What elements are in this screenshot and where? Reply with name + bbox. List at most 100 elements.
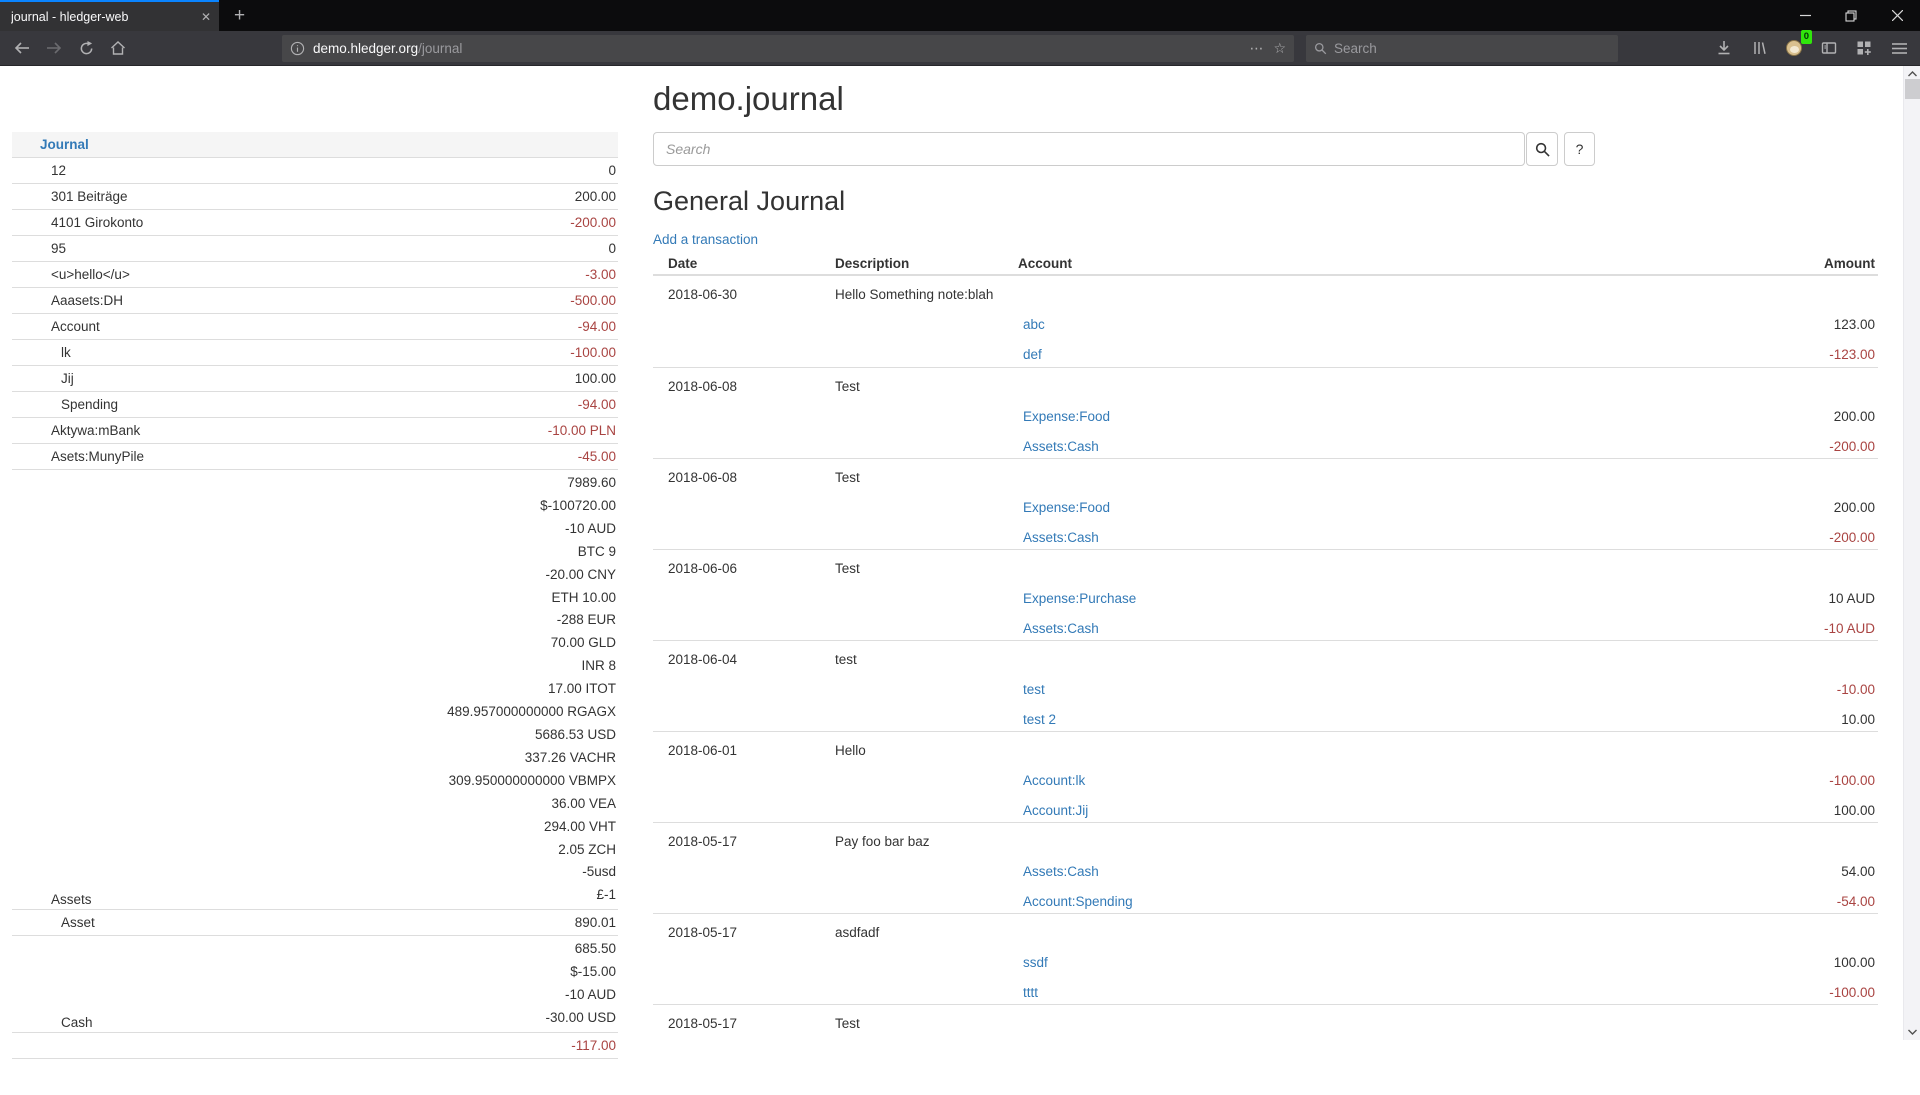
sidebar-account-link[interactable]: Spending: [61, 397, 119, 412]
sidebar-account-link[interactable]: 4101 Girokonto: [51, 215, 144, 230]
sidebar-account-link[interactable]: Asets:MunyPile: [51, 449, 145, 464]
posting-account-link[interactable]: Assets:Cash: [1023, 530, 1099, 545]
journal-search-input[interactable]: [653, 132, 1525, 166]
transaction-title-line: 2018-06-04 test: [653, 650, 1878, 670]
sidebar-account-row[interactable]: 95 0: [12, 236, 618, 262]
sidebar-journal-link[interactable]: Journal: [12, 132, 618, 158]
window-minimize-button[interactable]: [1782, 0, 1828, 31]
scrollbar-thumb[interactable]: [1905, 79, 1920, 99]
posting-account-link[interactable]: tttt: [1023, 985, 1039, 1000]
url-bar[interactable]: demo.hledger.org/journal ⋯ ☆: [282, 34, 1294, 62]
sidebar-account-link[interactable]: Assets: [51, 892, 92, 908]
posting-account-link[interactable]: Account:Jij: [1023, 803, 1089, 818]
posting-line: Assets:Cash -10 AUD: [653, 619, 1878, 639]
account-balance: -500.00: [570, 293, 616, 308]
posting-account-link[interactable]: test: [1023, 682, 1045, 697]
posting-account-link[interactable]: test 2: [1023, 712, 1057, 727]
transaction-row[interactable]: 2018-06-08 Test Expense:Food 200.00 Assets:C…: [653, 458, 1878, 549]
posting-account-link[interactable]: Account:Spending: [1023, 894, 1133, 909]
sidebar-account-link[interactable]: Aktywa:mBank: [51, 423, 141, 438]
posting-amount: 10.00: [1841, 712, 1875, 727]
account-balance: 5686.53 USD: [534, 726, 616, 742]
posting-account-link[interactable]: Expense:Purchase: [1023, 591, 1137, 606]
sidebar-account-row[interactable]: 12 0: [12, 158, 618, 184]
greasemonkey-extension-icon[interactable]: 0: [1781, 30, 1812, 62]
page-actions-icon[interactable]: ⋯: [1249, 39, 1264, 56]
account-balance: 70.00 GLD: [550, 635, 616, 651]
posting-account-link[interactable]: Account:lk: [1023, 773, 1086, 788]
sidebar-account-link[interactable]: 301 Beiträge: [51, 189, 128, 204]
sidebar-account-row[interactable]: Asets:MunyPile -45.00: [12, 444, 618, 470]
posting-account-link[interactable]: Assets:Cash: [1023, 621, 1099, 636]
posting-account-link[interactable]: Expense:Food: [1023, 409, 1111, 424]
browser-search-field[interactable]: Search: [1306, 34, 1618, 62]
site-info-icon[interactable]: [290, 41, 305, 56]
transaction-row[interactable]: 2018-06-01 Hello Account:lk -100.00 Account:…: [653, 731, 1878, 822]
sidebar-account-link[interactable]: lk: [61, 345, 71, 360]
sidebar-account-row[interactable]: 4101 Girokonto -200.00: [12, 210, 618, 236]
add-transaction-link[interactable]: Add a transaction: [653, 232, 759, 247]
sidebar-account-link[interactable]: Aaasets:DH: [51, 293, 124, 308]
sidebar-account-row[interactable]: Spending -94.00: [12, 392, 618, 418]
transaction-row[interactable]: 2018-06-08 Test Expense:Food 200.00 Assets:C…: [653, 367, 1878, 458]
posting-account-link[interactable]: Assets:Cash: [1023, 864, 1099, 879]
magnifier-icon: [1535, 142, 1550, 157]
sidebar-account-row[interactable]: Account -94.00: [12, 314, 618, 340]
sidebar-account-row[interactable]: lk -100.00: [12, 340, 618, 366]
back-button[interactable]: [8, 34, 36, 62]
transaction-row[interactable]: 2018-06-04 test test -10.00 test 2 10.00: [653, 640, 1878, 731]
bookmark-star-icon[interactable]: ☆: [1273, 39, 1286, 56]
column-header-account: Account: [1018, 256, 1072, 271]
tab-close-icon[interactable]: ✕: [200, 9, 211, 24]
posting-account-link[interactable]: Assets:Cash: [1023, 439, 1099, 454]
home-button[interactable]: [104, 34, 132, 62]
scroll-down-arrow[interactable]: [1904, 1024, 1920, 1040]
sidebar-account-row[interactable]: Asset 890.01: [12, 910, 618, 937]
sidebar-account-link[interactable]: Jij: [61, 371, 74, 386]
sidebar-account-link[interactable]: Cash: [61, 1014, 93, 1030]
posting-amount: -123.00: [1829, 347, 1875, 362]
posting-account-link[interactable]: def: [1023, 347, 1042, 362]
posting-account-link[interactable]: abc: [1023, 317, 1045, 332]
account-balance: BTC 9: [577, 543, 616, 559]
transaction-row[interactable]: 2018-06-30 Hello Something note:blah abc 12…: [653, 276, 1878, 367]
library-icon[interactable]: [1746, 34, 1772, 62]
sidebar-account-link[interactable]: Account: [51, 319, 100, 334]
posting-line: abc 123.00: [653, 315, 1878, 335]
transaction-row[interactable]: 2018-05-17 Test: [653, 1004, 1878, 1095]
window-restore-button[interactable]: [1828, 0, 1874, 31]
search-help-button[interactable]: ?: [1564, 132, 1595, 166]
page-scrollbar[interactable]: [1903, 66, 1920, 1040]
sidebars-icon[interactable]: [1816, 34, 1842, 62]
sidebar-account-row[interactable]: Aktywa:mBank -10.00 PLN: [12, 418, 618, 444]
posting-account-link[interactable]: Expense:Food: [1023, 500, 1111, 515]
account-balance: -288 EUR: [556, 612, 616, 628]
sidebar-account-row[interactable]: 301 Beiträge 200.00: [12, 184, 618, 210]
sidebar-account-row[interactable]: Assets 7989.60 $-100720.00 -10 AUD BTC 9 -20.…: [12, 470, 618, 911]
sidebar-account-row[interactable]: Jij 100.00: [12, 366, 618, 392]
forward-button[interactable]: [40, 34, 68, 62]
transaction-row[interactable]: 2018-05-17 asdfadf ssdf 100.00 tttt -100.00: [653, 913, 1878, 1004]
transaction-row[interactable]: 2018-06-06 Test Expense:Purchase 10 AUD Asse…: [653, 549, 1878, 640]
sidebar-account-row[interactable]: Aaasets:DH -500.00: [12, 288, 618, 314]
transaction-description: Test: [835, 1016, 860, 1031]
menu-hamburger-icon[interactable]: [1886, 34, 1912, 62]
sidebar-account-link[interactable]: 12: [51, 163, 67, 178]
browser-tab[interactable]: journal - hledger-web ✕: [0, 0, 219, 31]
sidebar-account-link[interactable]: Asset: [61, 915, 95, 931]
scroll-up-arrow[interactable]: [1904, 66, 1920, 82]
sidebar-account-link[interactable]: 95: [51, 241, 67, 256]
sidebar-account-row[interactable]: Cash 685.50 $-15.00 -10 AUD -30.00 USD: [12, 936, 618, 1033]
sidebar-account-row[interactable]: <u>hello</u> -3.00: [12, 262, 618, 288]
reload-button[interactable]: [72, 34, 100, 62]
posting-account-link[interactable]: ssdf: [1023, 955, 1048, 970]
downloads-icon[interactable]: [1711, 34, 1737, 62]
sidebar-account-row[interactable]: -117.00: [12, 1033, 618, 1059]
sidebar-account-link[interactable]: <u>hello</u>: [51, 267, 130, 282]
new-tab-button[interactable]: +: [234, 4, 246, 26]
transaction-row[interactable]: 2018-05-17 Pay foo bar baz Assets:Cash 54.0…: [653, 822, 1878, 913]
screenshots-grid-icon[interactable]: [1851, 34, 1877, 62]
journal-search-button[interactable]: [1526, 132, 1558, 166]
window-close-button[interactable]: [1874, 0, 1920, 31]
posting-amount: 10 AUD: [1828, 591, 1875, 606]
